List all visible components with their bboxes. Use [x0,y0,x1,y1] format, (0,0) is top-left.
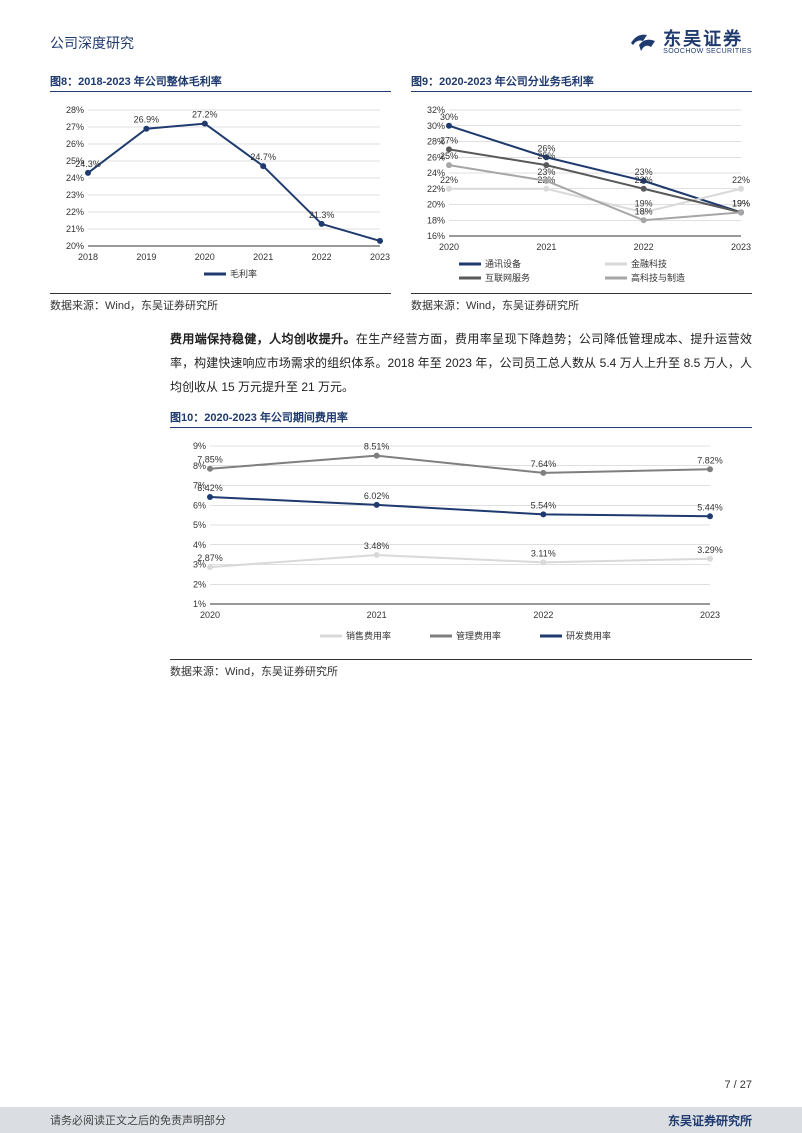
svg-text:19%: 19% [732,198,750,208]
svg-text:2.87%: 2.87% [197,553,223,563]
svg-text:2022: 2022 [634,242,654,252]
svg-text:21%: 21% [66,224,84,234]
svg-text:7.82%: 7.82% [697,455,723,465]
svg-text:23%: 23% [537,167,555,177]
logo-text-en: SOOCHOW SECURITIES [663,48,752,55]
svg-text:2023: 2023 [731,242,751,252]
svg-text:20%: 20% [427,200,445,210]
para-bold: 费用端保持稳健，人均创收提升。 [170,332,356,346]
svg-text:30%: 30% [427,121,445,131]
svg-text:22%: 22% [440,175,458,185]
svg-text:24.7%: 24.7% [250,152,276,162]
svg-text:9%: 9% [193,441,206,451]
svg-text:2023: 2023 [700,610,720,620]
svg-text:16%: 16% [427,231,445,241]
svg-text:2022: 2022 [533,610,553,620]
svg-text:30%: 30% [440,112,458,122]
svg-text:8.51%: 8.51% [364,442,390,452]
svg-text:2%: 2% [193,579,206,589]
svg-text:金融科技: 金融科技 [631,258,667,269]
svg-text:20%: 20% [66,241,84,251]
svg-text:研发费用率: 研发费用率 [566,630,611,641]
svg-text:5.44%: 5.44% [697,502,723,512]
fig10-title: 图10：2020-2023 年公司期间费用率 [170,409,752,428]
svg-text:2023: 2023 [370,252,390,262]
svg-text:24%: 24% [66,173,84,183]
svg-text:7.85%: 7.85% [197,455,223,465]
svg-text:27%: 27% [440,135,458,145]
fig8-chart: 20%21%22%23%24%25%26%27%28%2018201920202… [50,96,391,286]
svg-text:21.3%: 21.3% [309,210,335,220]
page-number: 7 / 27 [724,1079,752,1091]
svg-text:3.29%: 3.29% [697,545,723,555]
svg-text:4%: 4% [193,540,206,550]
svg-text:2018: 2018 [78,252,98,262]
svg-text:22%: 22% [427,184,445,194]
svg-text:23%: 23% [66,190,84,200]
svg-text:毛利率: 毛利率 [230,268,257,279]
svg-text:18%: 18% [427,215,445,225]
svg-text:26.9%: 26.9% [134,115,160,125]
svg-text:27.2%: 27.2% [192,110,218,120]
body-paragraph: 费用端保持稳健，人均创收提升。在生产经营方面，费用率呈现下降趋势；公司降低管理成… [170,327,752,399]
svg-text:销售费用率: 销售费用率 [346,630,391,641]
svg-text:26%: 26% [66,139,84,149]
page-header: 公司深度研究 东吴证券 SOOCHOW SECURITIES [50,30,752,55]
document-title: 公司深度研究 [50,33,134,53]
svg-text:24.3%: 24.3% [75,159,101,169]
svg-text:22%: 22% [66,207,84,217]
fig8-source: 数据来源：Wind，东吴证券研究所 [50,293,391,313]
fig9-title: 图9：2020-2023 年公司分业务毛利率 [411,73,752,92]
svg-text:2020: 2020 [195,252,215,262]
svg-text:3.48%: 3.48% [364,541,390,551]
svg-text:18%: 18% [635,206,653,216]
svg-text:高科技与制造: 高科技与制造 [631,272,685,283]
svg-text:5%: 5% [193,520,206,530]
svg-text:5.54%: 5.54% [531,500,557,510]
svg-text:2020: 2020 [439,242,459,252]
svg-text:6.02%: 6.02% [364,491,390,501]
fig10-chart: 1%2%3%4%5%6%7%8%9%20202021202220232.87%3… [170,432,752,652]
fig8-title: 图8：2018-2023 年公司整体毛利率 [50,73,391,92]
svg-text:2019: 2019 [136,252,156,262]
svg-text:6.42%: 6.42% [197,483,223,493]
logo-icon [629,31,657,55]
svg-text:2021: 2021 [253,252,273,262]
svg-text:2021: 2021 [367,610,387,620]
svg-text:6%: 6% [193,500,206,510]
svg-text:2020: 2020 [200,610,220,620]
fig9-source: 数据来源：Wind，东吴证券研究所 [411,293,752,313]
svg-text:通讯设备: 通讯设备 [485,258,521,269]
footer-org: 东吴证券研究所 [668,1112,752,1129]
svg-text:互联网服务: 互联网服务 [485,272,530,283]
footer-bar: 请务必阅读正文之后的免责声明部分 东吴证券研究所 [0,1107,802,1133]
logo-text-cn: 东吴证券 [663,30,752,48]
svg-text:1%: 1% [193,599,206,609]
fig9-chart: 16%18%20%22%24%26%28%30%32%2020202120222… [411,96,752,286]
fig10-source: 数据来源：Wind，东吴证券研究所 [170,659,752,679]
svg-text:25%: 25% [537,151,555,161]
svg-text:22%: 22% [732,175,750,185]
svg-text:27%: 27% [66,122,84,132]
footer-disclaimer: 请务必阅读正文之后的免责声明部分 [50,1112,226,1128]
svg-text:管理费用率: 管理费用率 [456,630,501,641]
svg-text:28%: 28% [66,105,84,115]
svg-text:3.11%: 3.11% [531,548,556,558]
svg-text:25%: 25% [440,151,458,161]
svg-text:7.64%: 7.64% [531,459,557,469]
svg-text:22%: 22% [635,175,653,185]
svg-text:2022: 2022 [312,252,332,262]
svg-text:2021: 2021 [536,242,556,252]
company-logo: 东吴证券 SOOCHOW SECURITIES [629,30,752,55]
